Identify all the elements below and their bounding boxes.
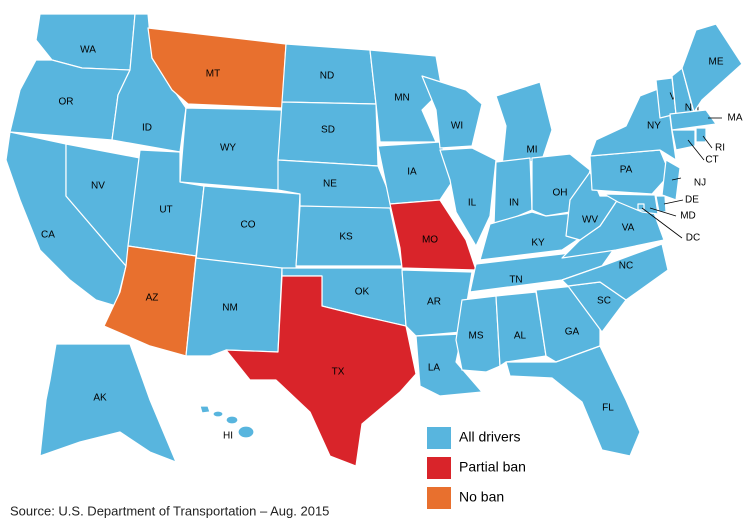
state [669, 109, 717, 131]
state [695, 127, 707, 143]
state-label: OK [355, 287, 370, 298]
state-label: HI [223, 431, 233, 442]
state-label: PA [620, 165, 633, 176]
state-label: WY [220, 143, 236, 154]
state-label: CT [705, 155, 718, 166]
state-label: FL [602, 403, 614, 414]
legend-label: No ban [459, 489, 504, 505]
state-label: OR [59, 97, 74, 108]
state [39, 343, 177, 463]
state-label: WV [582, 215, 598, 226]
state-label: CA [41, 230, 55, 241]
state-label: CO [241, 220, 256, 231]
state [199, 405, 211, 414]
legend-label: Partial ban [459, 459, 526, 475]
state [439, 147, 497, 247]
leader-line [687, 139, 705, 161]
state-label: ID [142, 123, 152, 134]
state-label: MA [728, 113, 743, 124]
state-label: IA [407, 167, 417, 178]
state-label: WI [451, 121, 463, 132]
legend-label: All drivers [459, 429, 520, 445]
state-label: DE [685, 195, 699, 206]
state-label: NE [323, 179, 337, 190]
state-label: RI [715, 143, 725, 154]
leader-line [641, 207, 683, 239]
leader-line [649, 207, 677, 217]
state [561, 243, 669, 301]
state-label: NY [647, 121, 661, 132]
state-label: IN [509, 198, 519, 209]
state-label: MI [526, 145, 537, 156]
state-label: LA [428, 363, 441, 374]
state [369, 49, 443, 143]
state-label: TX [332, 367, 345, 378]
state [401, 269, 473, 337]
state [237, 425, 255, 439]
leader-line [663, 199, 684, 205]
state-label: UT [159, 205, 172, 216]
state-label: MN [394, 93, 410, 104]
legend-swatch [427, 457, 451, 479]
state-label: KS [339, 232, 353, 243]
state [495, 291, 547, 367]
source: Source: U.S. Department of Transportatio… [10, 503, 329, 518]
state-label: NH [685, 103, 699, 114]
legend-swatch [427, 427, 451, 449]
state-label: KY [531, 238, 545, 249]
state-label: OH [553, 188, 568, 199]
state-label: MS [469, 331, 484, 342]
state-label: AZ [146, 293, 159, 304]
state-label: MD [680, 211, 696, 222]
state [377, 141, 457, 205]
state-label: MO [422, 235, 438, 246]
state [495, 81, 553, 167]
state-label: AK [93, 393, 107, 404]
state [421, 75, 483, 149]
state-label: MT [206, 69, 220, 80]
state [225, 275, 417, 467]
state-label: IL [468, 198, 477, 209]
state-label: SD [321, 125, 335, 136]
state-label: DC [686, 233, 700, 244]
state-label: AL [514, 331, 527, 342]
state-label: NM [222, 303, 238, 314]
state-label: WA [80, 45, 96, 56]
state [681, 23, 743, 113]
state [225, 415, 239, 425]
state-label: NV [91, 181, 105, 192]
state [661, 159, 681, 201]
state [671, 129, 696, 151]
state-label: AR [427, 297, 441, 308]
legend-swatch [427, 487, 451, 509]
state-label: NC [619, 261, 633, 272]
state-label: GA [565, 327, 580, 338]
state [212, 410, 224, 418]
state-label: TN [509, 275, 522, 286]
leader-line [671, 177, 682, 181]
state-label: SC [597, 296, 611, 307]
state-label: NJ [694, 178, 706, 189]
state [655, 195, 667, 213]
state-label: ME [709, 57, 724, 68]
state-label: VA [622, 223, 635, 234]
state-label: ND [320, 71, 334, 82]
state [505, 345, 641, 457]
leader-line [702, 135, 713, 149]
